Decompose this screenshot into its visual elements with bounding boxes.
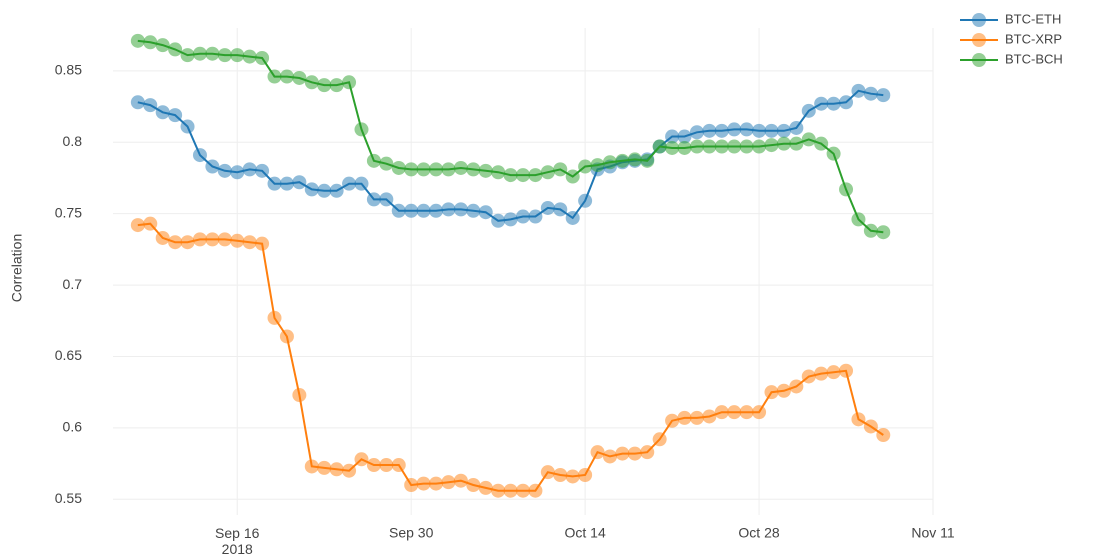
series (130, 216, 891, 498)
y-axis-title: Correlation (9, 234, 25, 302)
line (137, 89, 884, 222)
x-tick-label: Nov 11 (911, 525, 955, 541)
y-tick-label: 0.7 (63, 276, 83, 292)
legend-swatch-marker (972, 33, 986, 47)
y-tick-label: 0.65 (55, 347, 82, 363)
marker (876, 225, 891, 240)
x-tick-label: Oct 14 (564, 525, 605, 541)
legend-label: BTC-XRP (1005, 31, 1062, 46)
y-tick-label: 0.85 (55, 62, 82, 78)
legend-label: BTC-ETH (1005, 11, 1061, 26)
legend-label: BTC-BCH (1005, 51, 1063, 66)
y-tick-label: 0.8 (63, 133, 83, 149)
legend-swatch-marker (972, 13, 986, 27)
x-tick-label: Sep 16 2018 (215, 525, 260, 557)
series (130, 33, 891, 240)
marker (876, 88, 891, 103)
y-tick-label: 0.6 (63, 419, 83, 435)
x-tick-label: Sep 30 (389, 525, 434, 541)
series (130, 83, 891, 228)
x-tick-label: Oct 28 (738, 525, 779, 541)
y-tick-label: 0.55 (55, 490, 82, 506)
y-tick-label: 0.75 (55, 204, 82, 220)
legend-swatch-marker (972, 53, 986, 67)
line (137, 222, 884, 492)
marker (876, 428, 891, 443)
line (137, 39, 884, 234)
